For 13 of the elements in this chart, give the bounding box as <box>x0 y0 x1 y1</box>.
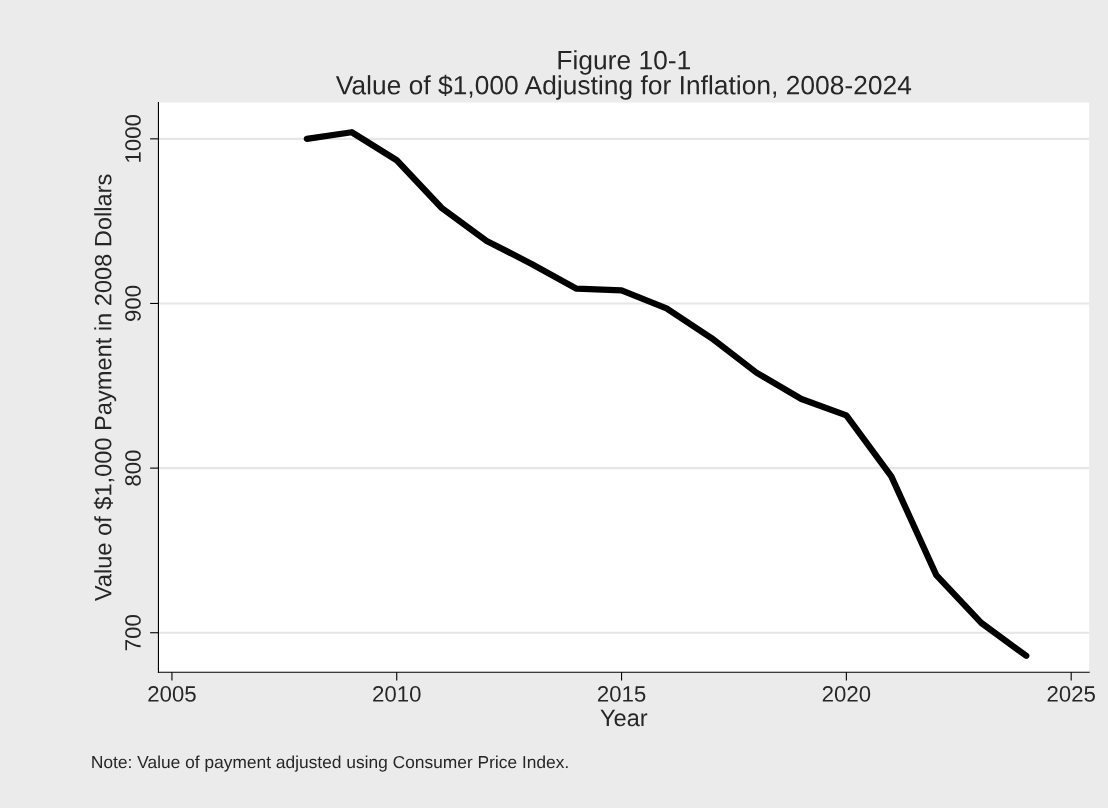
x-tick-label: 2005 <box>148 686 196 702</box>
y-tick-label: 800 <box>125 450 141 486</box>
y-tick-label: 900 <box>125 285 141 321</box>
x-axis-title: Year <box>600 709 648 727</box>
text: Note: Value of payment adjusted using Consumer Price Index. <box>92 755 568 772</box>
y-tick-label: 1000 <box>125 114 141 162</box>
y-axis-title: Value of $1,000 Payment in 2008 Dollars <box>93 174 117 602</box>
chart-title: Figure 10-1 Value of $1,000 Adjusting for Inflation, 2008-2024 <box>335 50 912 100</box>
x-tick-label: 2025 <box>1047 686 1095 702</box>
x-tick-label: 2015 <box>597 686 646 702</box>
y-tick-label: 700 <box>125 615 141 651</box>
x-tick-label: 2020 <box>822 686 871 702</box>
x-tick-label: 2010 <box>373 686 421 702</box>
